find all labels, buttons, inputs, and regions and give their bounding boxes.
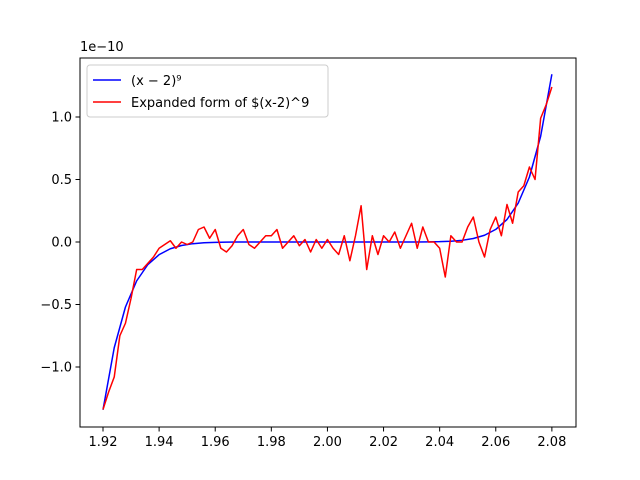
x-tick-label: 1.96 (201, 435, 230, 450)
y-tick-label: 0.0 (51, 236, 72, 251)
x-tick-label: 2.02 (369, 435, 398, 450)
x-tick-label: 1.92 (89, 435, 118, 450)
legend-label: Expanded form of $(x-2)^9 (131, 96, 309, 111)
legend-box (86, 64, 329, 118)
x-tick-label: 2.06 (481, 435, 510, 450)
x-tick-label: 2.04 (425, 435, 454, 450)
y-tick-label: −0.5 (40, 298, 72, 313)
data-line (102, 86, 553, 410)
axes-frame (79, 57, 577, 428)
x-tick-label: 1.94 (145, 435, 174, 450)
y-offset-label: 1e−10 (80, 40, 124, 55)
x-tick-label: 1.98 (257, 435, 286, 450)
legend-label: (x − 2)⁹ (131, 74, 181, 89)
y-tick-label: 0.5 (51, 173, 72, 188)
y-tick-label: −1.0 (40, 361, 72, 376)
x-tick-label: 2.08 (537, 435, 566, 450)
x-tick-label: 2.00 (313, 435, 342, 450)
y-tick-label: 1.0 (51, 111, 72, 126)
